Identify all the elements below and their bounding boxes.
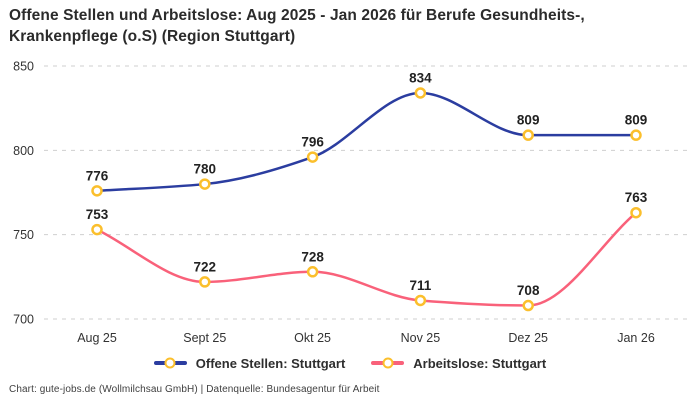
- x-tick-label: Dez 25: [508, 331, 548, 345]
- data-point-marker[interactable]: [199, 276, 211, 288]
- data-point-label: 728: [301, 249, 324, 264]
- y-tick-label: 700: [13, 313, 34, 327]
- legend-line-swatch-blue: [153, 357, 187, 369]
- x-tick-label: Okt 25: [294, 331, 331, 345]
- data-point-marker[interactable]: [414, 294, 427, 307]
- series-line: [95, 211, 638, 307]
- data-point-label: 809: [625, 113, 648, 128]
- y-tick-label: 800: [13, 144, 34, 158]
- data-point-label: 722: [194, 259, 217, 274]
- legend-item-offene-stellen[interactable]: Offene Stellen: Stuttgart: [153, 355, 346, 371]
- x-tick-label: Aug 25: [77, 331, 117, 345]
- data-point-marker[interactable]: [414, 87, 427, 99]
- data-point-label: 834: [409, 70, 432, 85]
- data-point-marker[interactable]: [630, 206, 642, 219]
- data-point-label: 753: [86, 207, 109, 222]
- chart-legend: Offene Stellen: Stuttgart Arbeitslose: S…: [0, 352, 700, 374]
- data-point-label: 763: [625, 190, 648, 205]
- x-tick-label: Sept 25: [183, 331, 226, 345]
- legend-item-arbeitslose[interactable]: Arbeitslose: Stuttgart: [371, 356, 546, 371]
- data-point-marker[interactable]: [91, 185, 103, 197]
- data-point-label: 776: [86, 168, 109, 183]
- legend-label: Arbeitslose: Stuttgart: [413, 355, 547, 371]
- data-point-marker[interactable]: [91, 223, 103, 236]
- legend-line-swatch-pink: [371, 357, 405, 369]
- legend-marker-icon: [164, 357, 176, 369]
- legend-marker-icon: [382, 357, 394, 369]
- line-chart: 700 750 800 850 Aug 25 Sept 25 Okt 25 Nov 25 Dez…: [13, 60, 690, 345]
- data-point-label: 711: [410, 278, 432, 293]
- data-point-label: 809: [517, 113, 540, 128]
- legend-label: Offene Stellen: Stuttgart: [195, 355, 346, 371]
- series-line: [95, 91, 638, 193]
- data-point-marker[interactable]: [522, 299, 534, 312]
- x-tick-label: Nov 25: [401, 331, 441, 345]
- data-point-marker[interactable]: [306, 266, 319, 278]
- y-tick-label: 850: [13, 60, 34, 74]
- x-tick-label: Jan 26: [617, 331, 655, 345]
- data-point-marker[interactable]: [630, 129, 642, 141]
- data-point-marker[interactable]: [306, 151, 319, 163]
- data-point-label: 780: [194, 162, 217, 177]
- data-point-label: 796: [301, 135, 324, 150]
- y-tick-label: 750: [13, 228, 34, 242]
- chart-source-credit: Chart: gute-jobs.de (Wollmilchsau GmbH) …: [9, 384, 380, 395]
- data-point-label: 708: [517, 283, 540, 298]
- data-point-marker[interactable]: [522, 129, 534, 141]
- chart-title: Offene Stellen und Arbeitslose: Aug 2025…: [9, 7, 585, 45]
- data-point-marker[interactable]: [199, 178, 211, 190]
